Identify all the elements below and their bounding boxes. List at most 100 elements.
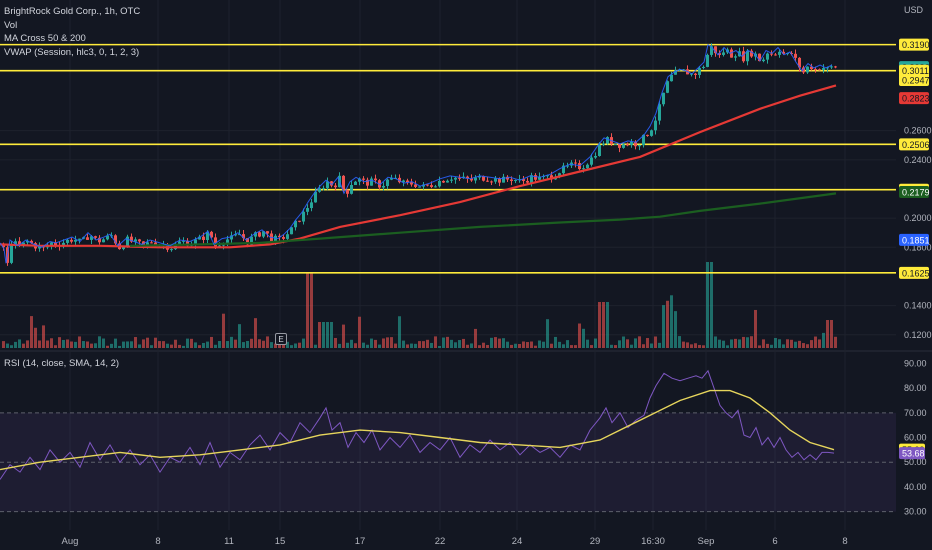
candle-body (382, 185, 385, 188)
candle-body (358, 178, 361, 182)
volume-bar (822, 332, 825, 348)
earnings-marker-icon[interactable]: E (275, 333, 287, 345)
volume-bar (814, 336, 817, 348)
candle-body (666, 81, 669, 93)
volume-bar (818, 339, 821, 348)
candle-body (414, 184, 417, 187)
candle-body (178, 241, 181, 244)
time-tick-label: 22 (435, 536, 446, 547)
volume-bar (486, 344, 489, 348)
candle-body (410, 182, 413, 185)
volume-bar (42, 325, 45, 348)
candle-body (94, 236, 97, 238)
ma-cross-legend[interactable]: MA Cross 50 & 200 (4, 33, 86, 44)
time-tick-label: 24 (512, 536, 523, 547)
volume-bar (26, 340, 29, 348)
candle-body (590, 157, 593, 165)
volume-bar (142, 339, 145, 348)
volume-bar (250, 338, 253, 348)
candle-body (438, 180, 441, 187)
volume-bar (662, 305, 665, 348)
volume-bar (602, 302, 605, 348)
volume-bar (546, 319, 549, 348)
candle-body (2, 244, 5, 248)
candle-body (302, 211, 305, 222)
candle-body (594, 156, 597, 158)
volume-bar (702, 345, 705, 348)
ma-200-line (129, 192, 837, 247)
volume-bar (674, 311, 677, 348)
price-badge (899, 233, 929, 246)
candle-body (818, 69, 821, 71)
volume-bar (194, 342, 197, 348)
price-badge-label: 0.2823 (902, 94, 930, 104)
volume-bar (550, 343, 553, 348)
candle-body (710, 46, 713, 55)
candle-body (762, 59, 765, 62)
time-tick-label: 8 (842, 536, 847, 547)
candle-body (406, 180, 409, 183)
volume-bar (706, 262, 709, 348)
volume-legend[interactable]: Vol (4, 20, 18, 31)
candle-body (582, 168, 585, 170)
rsi-tick-label: 60.00 (904, 433, 927, 443)
candle-body (466, 176, 469, 179)
candle-body (426, 184, 429, 186)
volume-bar (442, 337, 445, 348)
candle-body (538, 176, 541, 180)
candle-body (250, 236, 253, 245)
volume-bar (738, 339, 741, 348)
volume-bar (522, 341, 525, 348)
currency-label: USD (904, 5, 924, 15)
rsi-legend[interactable]: RSI (14, close, SMA, 14, 2) (4, 358, 120, 369)
volume-bar (466, 344, 469, 348)
volume-bar (378, 344, 381, 348)
volume-bar (698, 344, 701, 348)
candle-body (430, 185, 433, 187)
price-badge-label: 0.3011 (902, 66, 929, 76)
price-badge-label: 0.3190 (902, 40, 930, 50)
candle-body (350, 185, 353, 194)
volume-bar (78, 336, 81, 348)
volume-bar (354, 343, 357, 348)
volume-bar (150, 345, 153, 348)
candle-body (566, 165, 569, 167)
time-axis[interactable]: Aug 8 11 15 17 22 24 29 16:30 Sep 6 8 (62, 536, 848, 547)
candle-body (266, 231, 269, 234)
candle-body (658, 104, 661, 121)
candle-body (694, 73, 697, 75)
rsi-value-badge (899, 447, 925, 460)
candle-body (646, 134, 649, 136)
volume-bar (770, 344, 773, 348)
price-tick-label: 0.2600 (904, 126, 932, 136)
price-tick-label: 0.1800 (904, 242, 932, 252)
candle-body (122, 247, 125, 250)
vwap-legend[interactable]: VWAP (Session, hlc3, 0, 1, 2, 3) (4, 47, 140, 58)
volume-bar (578, 323, 581, 348)
volume-bar (122, 341, 125, 348)
volume-bar (742, 336, 745, 348)
candle-body (70, 239, 73, 242)
candle-body (794, 53, 797, 58)
candle-body (674, 70, 677, 75)
candle-body (78, 238, 81, 240)
volume-bar (734, 338, 737, 348)
volume-bar (490, 337, 493, 348)
volume-bar (642, 344, 645, 348)
price-axis[interactable]: 0.2600 0.2400 0.2000 0.1800 0.1400 0.1200 USD 0… (899, 5, 932, 517)
volume-bar (650, 343, 653, 348)
price-badge (899, 64, 929, 77)
volume-bar (638, 336, 641, 348)
volume-bar (614, 345, 617, 348)
volume-bar (110, 343, 113, 348)
candle-body (618, 143, 621, 148)
volume-bar (594, 338, 597, 348)
volume-bar (34, 327, 37, 348)
symbol-title[interactable]: BrightRock Gold Corp., 1h, OTC (4, 6, 141, 17)
volume-bar (334, 337, 337, 348)
moving-average-lines (0, 84, 837, 249)
candle-body (306, 208, 309, 212)
volume-bar (154, 337, 157, 348)
volume-bar (502, 338, 505, 348)
